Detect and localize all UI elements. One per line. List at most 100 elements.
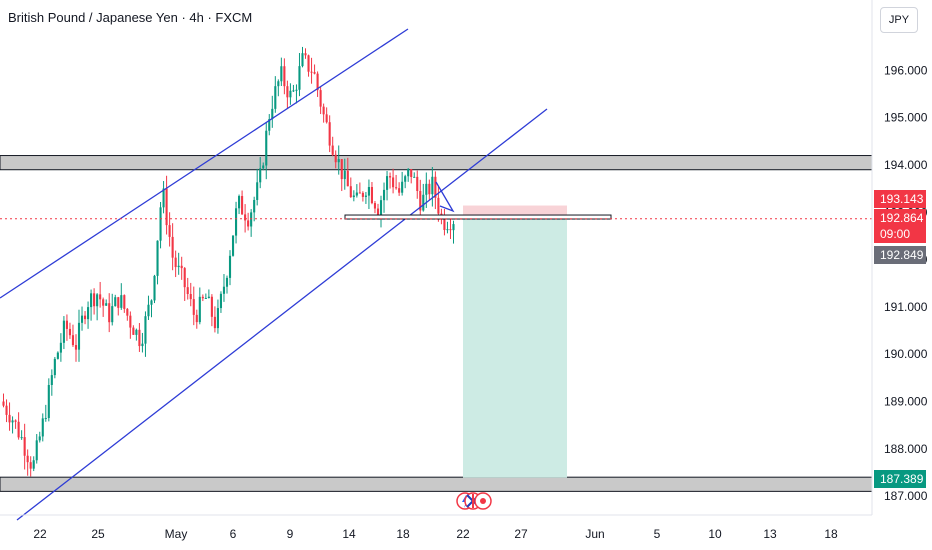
candle-body <box>50 375 53 385</box>
candle-body <box>138 329 141 347</box>
candle-body <box>449 229 452 231</box>
candle-body <box>262 165 265 169</box>
candle-body <box>213 316 216 329</box>
candle-body <box>59 342 62 353</box>
candle-body <box>328 122 331 146</box>
price-label: 187.389 <box>880 472 924 486</box>
price-label: 09:00 <box>880 227 910 241</box>
candle-body <box>5 405 8 415</box>
candle-body <box>177 265 180 268</box>
candle-body <box>147 304 150 317</box>
candle-body <box>228 255 232 278</box>
candle-body <box>389 176 392 178</box>
candle-body <box>395 187 398 189</box>
candle-body <box>216 308 219 329</box>
price-label-box <box>874 190 926 208</box>
candle-body <box>425 183 428 195</box>
candle-body <box>340 159 343 180</box>
candle-body <box>186 287 189 295</box>
candle-body <box>325 114 328 123</box>
candle-body <box>398 188 401 193</box>
price-label: 193.143 <box>880 192 924 206</box>
candle-body <box>295 89 298 91</box>
candle-body <box>247 220 250 227</box>
candle-body <box>171 236 174 258</box>
candle-body <box>189 294 192 300</box>
candle-body <box>192 299 195 315</box>
candle-body <box>313 72 316 74</box>
event-icons[interactable] <box>456 492 492 510</box>
candle-body <box>53 358 56 376</box>
candle-body <box>231 235 235 256</box>
candle-body <box>292 90 295 92</box>
candle-body <box>126 308 129 316</box>
candle-body <box>204 297 207 299</box>
candle-body <box>410 168 413 177</box>
candle-body <box>96 294 99 307</box>
candle-body <box>385 176 389 190</box>
price-label-box <box>874 246 926 264</box>
candle-body <box>422 194 425 211</box>
y-tick-label: 188.000 <box>884 442 928 456</box>
x-tick-label: 18 <box>824 527 838 541</box>
resistance-zone <box>0 155 873 171</box>
price-label: 192.849 <box>880 248 924 262</box>
candle-body <box>241 196 244 215</box>
candle-body <box>17 421 20 438</box>
candle-body <box>65 320 68 329</box>
candle-body <box>283 66 286 87</box>
currency-button[interactable]: JPY <box>880 7 918 33</box>
candle-body <box>77 322 81 350</box>
candle-body <box>307 55 310 72</box>
candle-body <box>183 268 186 288</box>
x-tick-label: May <box>165 527 188 541</box>
candle-body <box>443 215 446 230</box>
channel-lower-line <box>16 108 548 521</box>
candle-body <box>8 414 11 423</box>
candle-body <box>367 187 370 196</box>
candle-body <box>404 176 407 182</box>
candle-body <box>286 86 289 98</box>
candle-body <box>159 207 162 241</box>
candle-body <box>346 170 349 187</box>
candle-body <box>358 192 361 194</box>
take-profit-zone <box>463 217 567 478</box>
price-label: 192.864 <box>880 211 924 225</box>
candle-body <box>93 293 96 307</box>
price-label-box <box>874 225 926 243</box>
candle-body <box>416 176 419 191</box>
candle-body <box>413 176 416 178</box>
candle-body <box>289 90 292 98</box>
candle-body <box>244 214 247 221</box>
chart-title: British Pound / Japanese Yen · 4h · FXCM <box>8 10 253 25</box>
candle-body <box>419 190 422 211</box>
candle-body <box>144 316 147 344</box>
candle-body <box>87 307 90 320</box>
candle-body <box>80 315 84 323</box>
candle-body <box>352 195 355 198</box>
candle-body <box>349 186 352 198</box>
candle-body <box>195 314 198 323</box>
candle-body <box>337 159 340 163</box>
price-label-box <box>874 209 926 227</box>
candle-body <box>117 297 120 308</box>
candle-body <box>71 335 75 346</box>
candle-body <box>376 208 380 216</box>
candle-body <box>280 66 283 82</box>
candle-body <box>304 53 307 56</box>
candle-body <box>123 295 126 309</box>
candle-body <box>274 86 277 109</box>
candle-body <box>105 303 108 306</box>
candle-body <box>322 106 325 115</box>
candle-body <box>23 437 26 456</box>
y-tick-label: 189.000 <box>884 395 928 409</box>
candle-body <box>83 315 87 320</box>
candle-body <box>301 53 304 67</box>
candle-body <box>2 401 5 406</box>
candle-body <box>198 296 201 323</box>
candle-body <box>265 130 268 166</box>
candle-body <box>225 277 229 287</box>
y-tick-label: 196.000 <box>884 63 928 77</box>
y-tick-label: 194.000 <box>884 158 928 172</box>
